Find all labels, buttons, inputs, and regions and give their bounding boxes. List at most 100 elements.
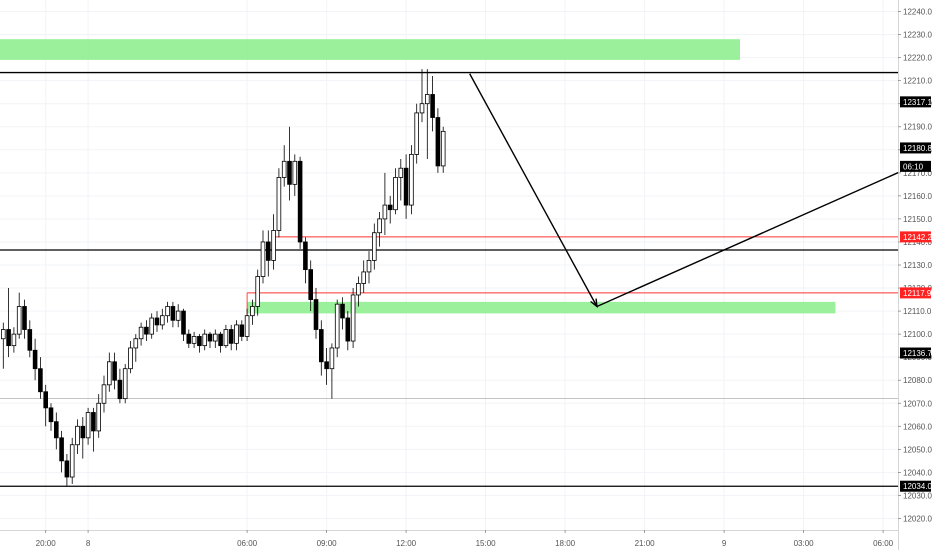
horizontal-lines[interactable] xyxy=(0,71,898,487)
candle-bullish xyxy=(366,259,372,273)
price-tick-label: 12100.0 xyxy=(903,330,932,339)
candle-bullish xyxy=(377,218,382,234)
candle-bullish xyxy=(271,230,276,261)
candle-bullish xyxy=(11,333,17,347)
candle-bearish xyxy=(318,329,324,363)
candle-bullish xyxy=(250,306,255,317)
price-badge-label: 12142.2 xyxy=(903,233,932,242)
candle-bearish xyxy=(144,326,149,335)
candle-bullish xyxy=(356,283,361,296)
candle-bullish xyxy=(107,361,112,386)
price-tick-label: 12220.0 xyxy=(903,54,932,63)
price-badge xyxy=(900,480,931,492)
candle-bearish xyxy=(403,167,409,206)
candle-bullish xyxy=(414,112,419,155)
candle-bullish xyxy=(133,338,139,349)
support-resistance-zones[interactable] xyxy=(0,39,836,314)
price-badge xyxy=(900,160,931,172)
candle-bearish xyxy=(54,421,59,439)
time-tick-label: 8 xyxy=(86,539,91,548)
candle-bullish xyxy=(234,324,239,344)
candle-bullish xyxy=(350,294,356,342)
candle-bearish xyxy=(38,368,43,393)
candle-bearish xyxy=(170,306,176,321)
price-tick-label: 12070.0 xyxy=(903,399,932,408)
price-tick-label: 12020.0 xyxy=(903,514,932,523)
price-tick-label: 12210.0 xyxy=(903,77,932,86)
candle-bullish xyxy=(96,402,102,432)
candle-bearish xyxy=(430,94,435,118)
candle-bearish xyxy=(207,333,213,342)
price-badge xyxy=(900,142,931,154)
candle-bearish xyxy=(265,241,271,261)
candle-bullish xyxy=(69,444,75,478)
candle-bearish xyxy=(345,317,351,342)
candle-bearish xyxy=(324,361,329,370)
price-badge xyxy=(900,347,931,359)
time-tick-label: 15:00 xyxy=(476,539,497,548)
arrow-line[interactable] xyxy=(596,92,932,308)
candle-bullish xyxy=(16,306,22,335)
price-tick-label: 12140.0 xyxy=(903,238,932,247)
candle-bearish xyxy=(287,160,292,185)
time-axis[interactable]: 20:00 8 06:00 09:00 12:00 15:00 18:00 21:00 9 03:… xyxy=(0,530,898,550)
candle-bearish xyxy=(228,329,234,344)
candle-bearish xyxy=(43,391,48,409)
candle-bullish xyxy=(260,241,266,277)
price-tick-label: 12190.0 xyxy=(903,123,932,132)
candle-bullish xyxy=(75,425,80,446)
candle-bearish xyxy=(218,333,223,347)
candle-bearish xyxy=(117,379,123,400)
candle-bullish xyxy=(424,94,430,105)
zone-rectangle[interactable] xyxy=(0,39,740,60)
price-badge xyxy=(900,287,931,299)
zone-rectangle[interactable] xyxy=(247,301,836,314)
candle-bullish xyxy=(128,347,133,370)
candle-bearish xyxy=(435,117,441,167)
candle-bearish xyxy=(48,407,54,423)
candle-bearish xyxy=(387,204,393,211)
time-tick-label: 21:00 xyxy=(635,539,656,548)
projection-arrows[interactable] xyxy=(469,73,932,309)
time-tick-label: 9 xyxy=(722,539,727,548)
candle-bullish xyxy=(276,177,282,231)
candle-bearish xyxy=(197,336,202,347)
candle-bullish xyxy=(393,177,398,211)
candle-bearish xyxy=(181,310,186,335)
candle-bullish xyxy=(223,329,229,347)
price-tick-label: 12150.0 xyxy=(903,215,932,224)
candle-bullish xyxy=(175,310,181,321)
arrow-line[interactable] xyxy=(469,73,598,307)
candle-bearish xyxy=(22,306,27,330)
price-tick-label: 12160.0 xyxy=(903,192,932,201)
candle-bullish xyxy=(361,271,366,284)
candle-bullish xyxy=(329,347,335,370)
candle-bullish xyxy=(419,103,425,114)
price-badge xyxy=(900,231,931,243)
candle-bullish xyxy=(334,303,340,349)
time-tick-label: 20:00 xyxy=(36,539,57,548)
time-tick-label: 09:00 xyxy=(317,539,338,548)
price-badge-label: 06:10 xyxy=(903,162,924,171)
candle-bearish xyxy=(6,329,11,347)
time-tick-label: 03:00 xyxy=(794,539,815,548)
candle-bearish xyxy=(340,303,345,319)
price-tick-label: 12030.0 xyxy=(903,491,932,500)
price-badge-label: 12317.1 xyxy=(903,98,932,107)
price-tick-label: 12050.0 xyxy=(903,445,932,454)
price-axis[interactable]: 12240.012230.012220.012210.012200.012190… xyxy=(898,0,932,550)
time-axis-background[interactable] xyxy=(0,530,898,550)
time-tick-label: 06:00 xyxy=(237,539,258,548)
price-tick-label: 12130.0 xyxy=(903,261,932,270)
time-tick-label: 18:00 xyxy=(555,539,576,548)
candle-bullish xyxy=(255,276,261,307)
candle-bearish xyxy=(239,324,245,337)
price-tick-label: 12080.0 xyxy=(903,376,932,385)
price-badge-label: 12117.9 xyxy=(903,289,932,298)
price-tick-label: 12230.0 xyxy=(903,31,932,40)
price-axis-background[interactable] xyxy=(898,0,932,550)
price-tick-label: 12060.0 xyxy=(903,422,932,431)
price-badge xyxy=(900,96,931,108)
candle-bullish xyxy=(165,306,170,317)
